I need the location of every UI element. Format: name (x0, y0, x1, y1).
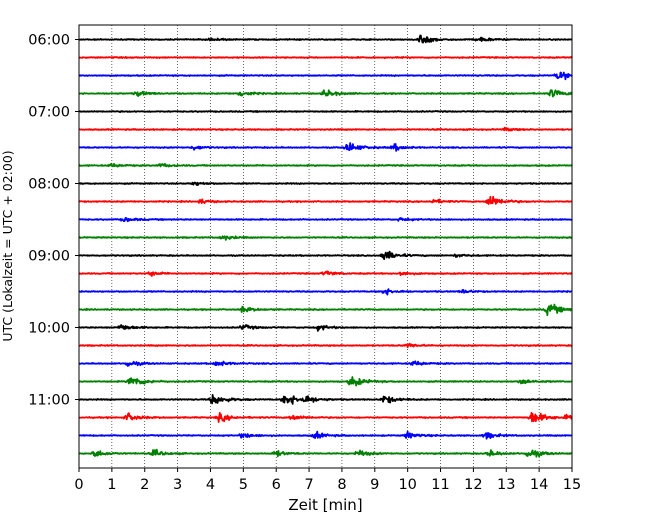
y-tick-label: 10:00 (28, 321, 70, 337)
trace-0845 (78, 235, 573, 241)
x-tick-label: 6 (272, 477, 281, 493)
trace-0915 (78, 270, 573, 277)
y-axis: 06:00 07:00 08:00 09:00 10:00 11:00 (28, 33, 79, 409)
trace-1045 (78, 376, 573, 387)
trace-0830 (78, 217, 573, 223)
trace-0930 (78, 288, 573, 296)
y-tick-label: 07:00 (28, 105, 70, 121)
trace-0800 (78, 181, 573, 186)
trace-0630 (78, 71, 573, 81)
x-tick-label: 7 (304, 477, 313, 493)
trace-1000 (78, 324, 573, 332)
trace-1130 (78, 430, 573, 440)
trace-0745 (78, 162, 573, 168)
y-tick-label: 11:00 (28, 393, 70, 409)
trace-0715 (78, 126, 573, 132)
grid-lines (111, 25, 540, 468)
trace-0700 (78, 109, 573, 114)
trace-0600 (78, 34, 573, 44)
trace-1100 (78, 394, 573, 405)
x-tick-label: 8 (337, 477, 346, 493)
y-tick-label: 09:00 (28, 249, 70, 265)
x-tick-label: 5 (239, 477, 248, 493)
x-tick-label: 2 (140, 477, 149, 493)
x-tick-label: 15 (563, 477, 581, 493)
trace-0945 (78, 303, 573, 317)
trace-1015 (78, 342, 573, 349)
x-tick-label: 0 (74, 477, 83, 493)
x-tick-label: 3 (173, 477, 182, 493)
y-tick-label: 08:00 (28, 177, 70, 193)
trace-1145 (78, 448, 573, 458)
trace-0645 (78, 89, 573, 98)
x-tick-label: 4 (206, 477, 215, 493)
x-tick-label: 14 (530, 477, 548, 493)
trace-0815 (78, 195, 573, 205)
x-axis: 0 1 2 3 4 5 6 7 8 9 10 11 12 13 14 15 (74, 468, 581, 493)
x-tick-label: 10 (398, 477, 416, 493)
trace-1115 (78, 411, 573, 423)
x-tick-label: 11 (431, 477, 449, 493)
x-axis-label: Zeit [min] (288, 496, 362, 514)
seismogram-traces (78, 34, 573, 458)
x-tick-label: 9 (370, 477, 379, 493)
trace-0615 (78, 55, 573, 60)
x-tick-label: 1 (107, 477, 116, 493)
trace-0730 (78, 142, 573, 152)
trace-0900 (78, 250, 573, 261)
y-tick-label: 06:00 (28, 33, 70, 49)
x-tick-label: 12 (464, 477, 482, 493)
x-tick-label: 13 (497, 477, 515, 493)
plot-frame (78, 24, 573, 469)
y-axis-label: UTC (Lokalzeit = UTC + 02:00) (0, 150, 15, 341)
trace-1030 (78, 360, 573, 367)
